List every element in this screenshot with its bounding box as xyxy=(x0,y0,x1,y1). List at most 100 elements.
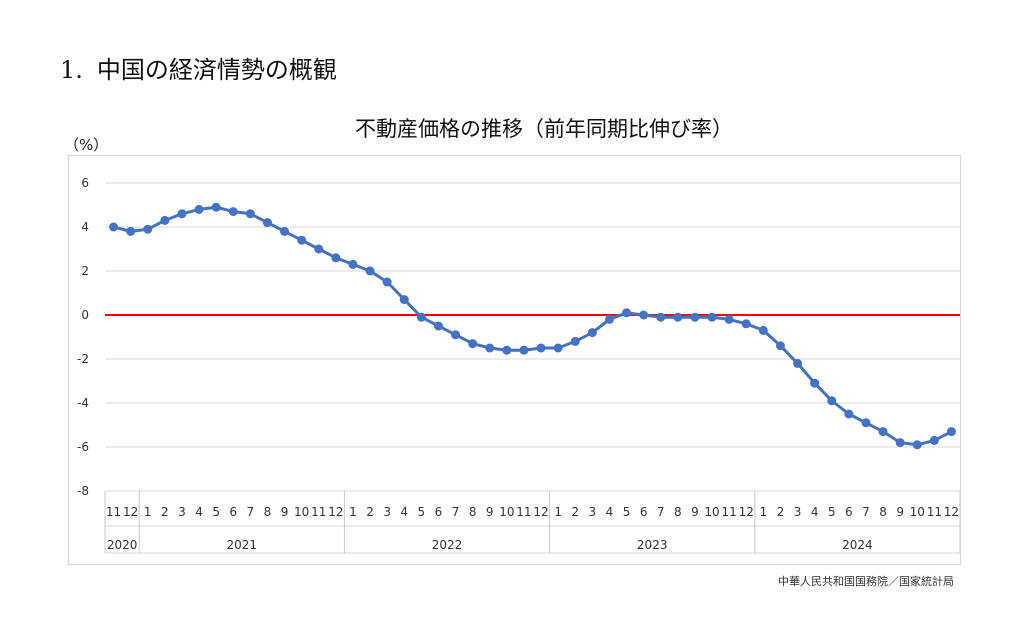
year-group-label: 2024 xyxy=(842,538,873,552)
data-point xyxy=(485,343,495,353)
data-point xyxy=(433,321,443,331)
data-point xyxy=(228,207,238,217)
data-point xyxy=(929,435,939,445)
data-point xyxy=(673,312,683,322)
data-point xyxy=(262,218,272,228)
data-point xyxy=(245,209,255,219)
x-tick-label: 10 xyxy=(294,505,309,519)
data-point xyxy=(912,440,922,450)
x-tick-label: 10 xyxy=(910,505,925,519)
data-point xyxy=(451,330,461,340)
source-note: 中華人民共和国国務院／国家統計局 xyxy=(778,575,954,588)
data-point xyxy=(587,328,597,338)
data-point xyxy=(827,396,837,406)
y-tick-label: -2 xyxy=(77,352,89,366)
x-tick-label: 12 xyxy=(533,505,548,519)
data-point xyxy=(861,418,871,428)
x-tick-label: 3 xyxy=(178,505,186,519)
x-tick-label: 7 xyxy=(862,505,870,519)
x-tick-label: 1 xyxy=(554,505,562,519)
x-tick-label: 1 xyxy=(349,505,357,519)
x-tick-label: 6 xyxy=(845,505,853,519)
y-tick-label: 0 xyxy=(81,308,89,322)
data-point xyxy=(775,341,785,351)
data-point xyxy=(280,226,290,236)
y-axis-unit-label: （%） xyxy=(64,136,109,154)
x-tick-label: 4 xyxy=(606,505,614,519)
data-point xyxy=(758,325,768,335)
x-tick-label: 6 xyxy=(229,505,237,519)
page-heading: 1. 中国の経済情勢の概観 xyxy=(60,50,337,85)
data-point xyxy=(570,336,580,346)
data-point xyxy=(109,222,119,232)
y-tick-label: -8 xyxy=(77,484,89,498)
y-tick-label: -6 xyxy=(77,440,89,454)
x-tick-label: 9 xyxy=(281,505,289,519)
year-group-label: 2022 xyxy=(432,538,463,552)
data-point xyxy=(690,312,700,322)
x-tick-label: 12 xyxy=(123,505,138,519)
year-group-label: 2020 xyxy=(107,538,138,552)
data-point xyxy=(297,235,307,245)
x-tick-label: 9 xyxy=(896,505,904,519)
y-tick-label: 6 xyxy=(81,176,89,190)
x-tick-label: 12 xyxy=(328,505,343,519)
x-tick-label: 5 xyxy=(418,505,426,519)
x-tick-label: 7 xyxy=(247,505,255,519)
data-point xyxy=(878,427,888,437)
chart-title: 不動産価格の推移（前年同期比伸び率） xyxy=(355,117,733,141)
y-tick-label: 4 xyxy=(81,220,89,234)
x-tick-label: 2 xyxy=(777,505,785,519)
data-point xyxy=(382,277,392,287)
data-point xyxy=(844,409,854,419)
data-point xyxy=(416,312,426,322)
data-point xyxy=(656,312,666,322)
x-tick-label: 1 xyxy=(760,505,768,519)
x-tick-label: 5 xyxy=(212,505,220,519)
x-tick-label: 2 xyxy=(571,505,579,519)
y-tick-label: -4 xyxy=(77,396,89,410)
data-point xyxy=(160,215,170,225)
x-tick-label: 11 xyxy=(516,505,531,519)
x-tick-label: 4 xyxy=(811,505,819,519)
data-point xyxy=(211,202,221,212)
data-point xyxy=(126,226,136,236)
data-point xyxy=(468,339,478,349)
data-point xyxy=(946,427,956,437)
year-group-label: 2023 xyxy=(637,538,668,552)
chart-frame: 6 4 2 0 -2 -4 -6 -8 11 12 1 2 3 4 5 6 7 8 9 10 11 12 1 2 3 4 5 6 7 8 9… xyxy=(68,155,961,565)
data-point xyxy=(331,253,341,263)
x-tick-label: 6 xyxy=(640,505,648,519)
year-group-label: 2021 xyxy=(227,538,258,552)
x-tick-label: 7 xyxy=(452,505,460,519)
x-tick-label: 7 xyxy=(657,505,665,519)
series-line xyxy=(113,205,953,447)
data-point xyxy=(741,319,751,329)
data-point xyxy=(143,224,153,234)
x-tick-label: 11 xyxy=(311,505,326,519)
data-point xyxy=(365,266,375,276)
x-tick-label: 8 xyxy=(264,505,272,519)
data-point xyxy=(793,358,803,368)
data-point xyxy=(502,345,512,355)
x-tick-label: 12 xyxy=(944,505,959,519)
x-tick-label: 12 xyxy=(739,505,754,519)
x-tick-label: 9 xyxy=(691,505,699,519)
x-tick-label: 3 xyxy=(794,505,802,519)
x-tick-label: 11 xyxy=(106,505,121,519)
x-tick-label: 8 xyxy=(879,505,887,519)
data-point xyxy=(553,343,563,353)
data-point xyxy=(622,308,632,318)
data-point xyxy=(536,343,546,353)
x-tick-label: 4 xyxy=(400,505,408,519)
x-tick-label: 3 xyxy=(589,505,597,519)
data-point xyxy=(314,244,324,254)
data-point xyxy=(604,314,614,324)
data-point xyxy=(177,209,187,219)
x-tick-label: 3 xyxy=(383,505,391,519)
data-point xyxy=(194,204,204,214)
x-tick-label: 8 xyxy=(674,505,682,519)
data-point xyxy=(639,310,649,320)
x-tick-label: 4 xyxy=(195,505,203,519)
